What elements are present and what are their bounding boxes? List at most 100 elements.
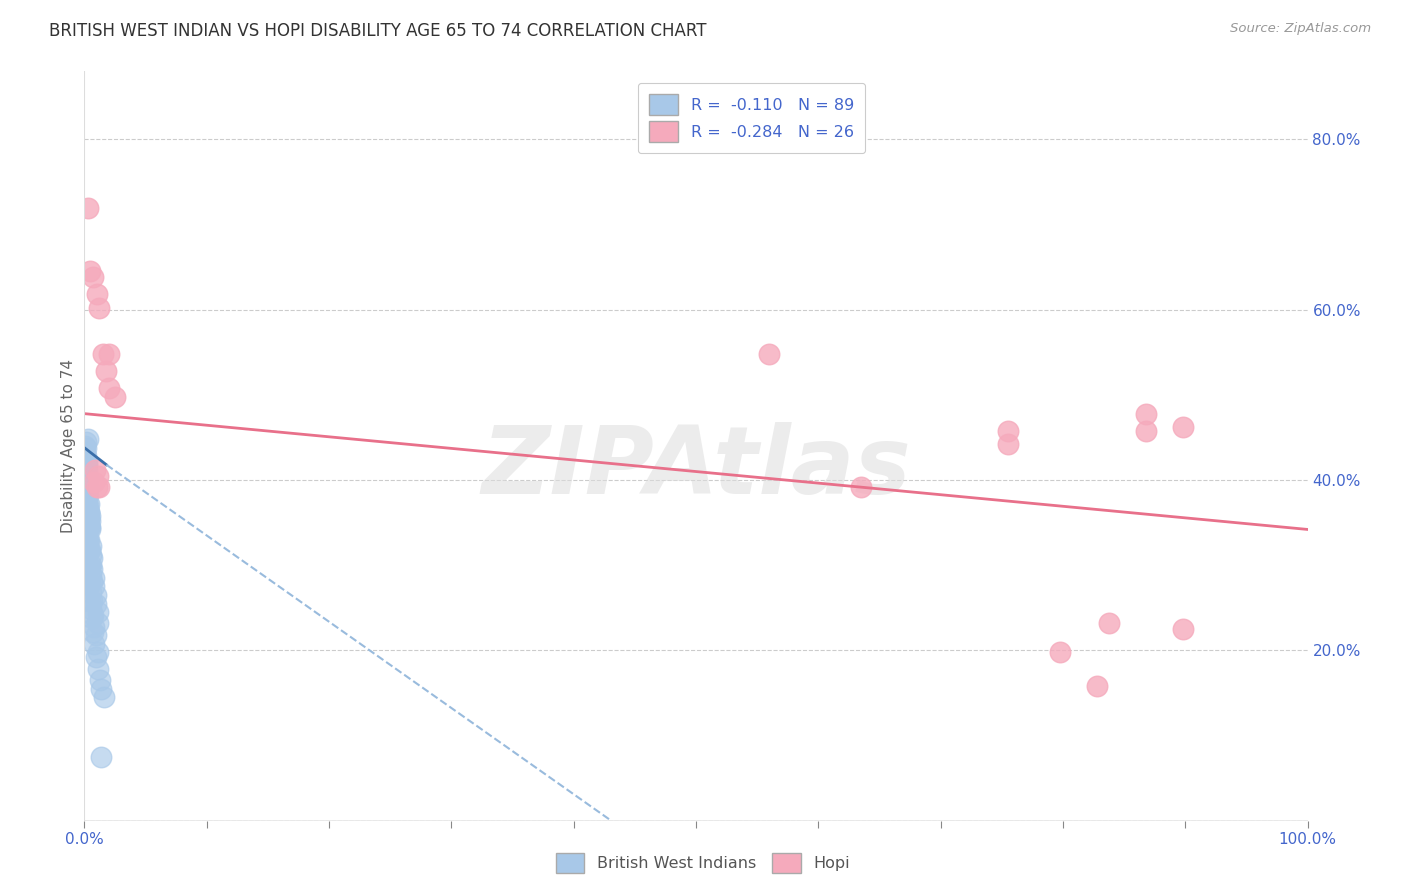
Point bbox=[79, 542, 101, 557]
Point bbox=[76, 475, 98, 489]
Point bbox=[84, 588, 107, 602]
Point bbox=[79, 577, 101, 591]
Point bbox=[1135, 407, 1157, 421]
Point bbox=[77, 542, 100, 557]
Point bbox=[758, 347, 780, 361]
Point bbox=[80, 574, 103, 588]
Point bbox=[77, 577, 100, 591]
Point bbox=[97, 347, 120, 361]
Point bbox=[1135, 424, 1157, 438]
Point bbox=[80, 551, 103, 566]
Point bbox=[84, 628, 107, 642]
Point bbox=[80, 585, 103, 599]
Point bbox=[83, 571, 105, 585]
Point bbox=[75, 449, 97, 463]
Point bbox=[77, 511, 100, 525]
Point bbox=[77, 520, 100, 534]
Point bbox=[76, 456, 98, 470]
Point bbox=[77, 533, 100, 547]
Point bbox=[75, 451, 97, 466]
Point bbox=[75, 516, 97, 530]
Point bbox=[75, 499, 97, 513]
Point bbox=[77, 558, 100, 573]
Point bbox=[80, 602, 103, 616]
Point bbox=[90, 681, 112, 696]
Point bbox=[87, 468, 110, 483]
Point bbox=[75, 460, 97, 475]
Point bbox=[86, 287, 108, 301]
Point bbox=[75, 473, 97, 487]
Legend: British West Indians, Hopi: British West Indians, Hopi bbox=[550, 847, 856, 880]
Point bbox=[77, 488, 100, 502]
Point bbox=[77, 520, 100, 534]
Point bbox=[76, 471, 98, 485]
Point bbox=[75, 485, 97, 500]
Point bbox=[87, 301, 110, 315]
Point bbox=[75, 467, 97, 481]
Point bbox=[76, 511, 98, 525]
Point bbox=[997, 437, 1019, 451]
Point bbox=[75, 441, 97, 455]
Legend: R =  -0.110   N = 89, R =  -0.284   N = 26: R = -0.110 N = 89, R = -0.284 N = 26 bbox=[638, 83, 865, 153]
Point bbox=[83, 619, 105, 633]
Point bbox=[75, 477, 97, 491]
Y-axis label: Disability Age 65 to 74: Disability Age 65 to 74 bbox=[60, 359, 76, 533]
Point bbox=[77, 480, 100, 494]
Point bbox=[77, 511, 100, 525]
Point bbox=[79, 594, 101, 608]
Point bbox=[80, 594, 103, 608]
Point bbox=[80, 611, 103, 625]
Point bbox=[997, 424, 1019, 438]
Point bbox=[77, 499, 100, 513]
Point bbox=[82, 607, 104, 622]
Point bbox=[1049, 645, 1071, 659]
Point bbox=[96, 364, 118, 378]
Point bbox=[77, 542, 100, 557]
Point bbox=[76, 533, 98, 547]
Point bbox=[87, 616, 110, 631]
Point bbox=[79, 508, 101, 523]
Point bbox=[79, 523, 101, 537]
Point bbox=[80, 558, 103, 573]
Point bbox=[75, 446, 97, 460]
Point bbox=[79, 560, 101, 574]
Point bbox=[77, 505, 100, 519]
Point bbox=[1085, 679, 1108, 693]
Point bbox=[76, 463, 98, 477]
Point bbox=[75, 460, 97, 475]
Point bbox=[84, 597, 107, 611]
Point bbox=[76, 488, 98, 502]
Point bbox=[1098, 616, 1121, 631]
Point bbox=[1171, 420, 1194, 434]
Point bbox=[77, 471, 100, 485]
Point bbox=[75, 454, 97, 468]
Point bbox=[82, 624, 104, 639]
Point bbox=[93, 690, 115, 705]
Point bbox=[104, 390, 127, 404]
Text: ZIPAtlas: ZIPAtlas bbox=[481, 423, 911, 515]
Point bbox=[86, 480, 108, 494]
Point bbox=[80, 548, 103, 562]
Point bbox=[80, 562, 103, 576]
Point bbox=[97, 381, 120, 395]
Point bbox=[87, 662, 110, 676]
Point bbox=[76, 494, 98, 508]
Point bbox=[76, 505, 98, 519]
Point bbox=[83, 636, 105, 650]
Point bbox=[849, 480, 872, 494]
Point bbox=[84, 463, 107, 477]
Point bbox=[84, 650, 107, 665]
Point bbox=[89, 673, 111, 688]
Point bbox=[87, 605, 110, 619]
Point bbox=[79, 514, 101, 528]
Point bbox=[91, 347, 114, 361]
Point bbox=[80, 540, 103, 554]
Point bbox=[1171, 622, 1194, 636]
Point bbox=[75, 439, 97, 453]
Point bbox=[76, 468, 98, 483]
Point bbox=[77, 505, 100, 519]
Point bbox=[77, 497, 100, 511]
Point bbox=[79, 264, 101, 278]
Point bbox=[77, 201, 100, 215]
Point bbox=[87, 480, 110, 494]
